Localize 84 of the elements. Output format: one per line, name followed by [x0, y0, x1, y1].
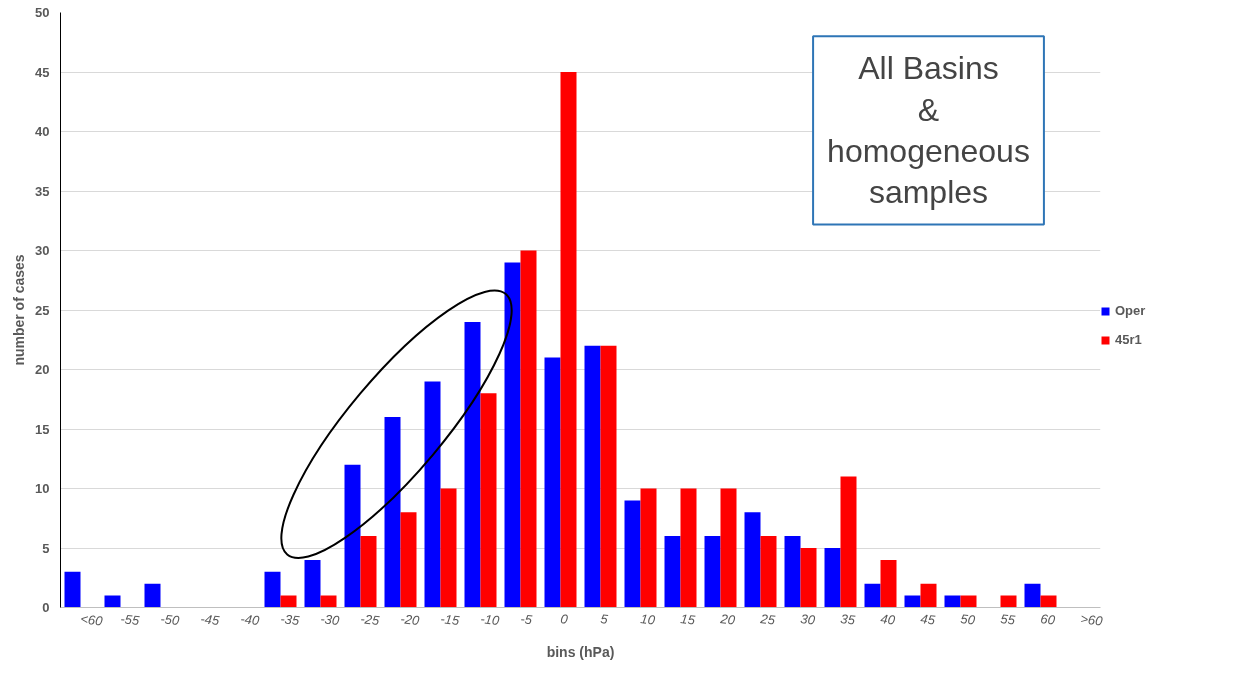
x-tick-label: -55 [119, 611, 141, 629]
x-tick-label: 45 [919, 611, 937, 628]
x-tick-label: 55 [999, 611, 1017, 628]
y-tick-label: 0 [42, 600, 50, 615]
x-tick-label: 30 [799, 611, 817, 628]
bar [744, 512, 761, 608]
bar [480, 393, 497, 608]
bar [784, 536, 801, 608]
bar [304, 559, 321, 608]
x-tick-label: 10 [639, 611, 657, 628]
bar [504, 262, 521, 608]
x-tick-label: -5 [519, 611, 534, 628]
bar [144, 583, 161, 608]
x-tick-label: 15 [679, 611, 697, 628]
bar [800, 548, 817, 608]
x-tick-label: >60 [1079, 611, 1105, 629]
bar [464, 321, 481, 608]
bar [544, 357, 561, 608]
y-tick-label: 50 [35, 5, 50, 20]
bar [264, 571, 281, 608]
bar [664, 536, 681, 608]
x-tick-label: -25 [359, 611, 381, 629]
bar [520, 250, 537, 608]
bar [824, 548, 841, 608]
legend-label: Oper [1115, 303, 1146, 318]
annotation: All Basins & homogeneous samples [827, 50, 1030, 211]
y-tick-label: 20 [35, 362, 50, 377]
bar [904, 595, 921, 608]
bar [280, 595, 297, 608]
x-tick-label: 40 [879, 611, 897, 628]
x-tick-label: 5 [599, 611, 610, 627]
bar [720, 488, 737, 608]
bar [400, 512, 417, 608]
bar [1040, 595, 1057, 608]
bar [104, 595, 121, 608]
y-axis-title: number of cases [11, 254, 28, 366]
bar [1024, 583, 1041, 608]
bar [640, 488, 657, 608]
x-tick-label: -10 [479, 611, 501, 629]
bar [424, 381, 441, 608]
x-tick-label: 35 [839, 611, 857, 628]
bar [960, 595, 977, 608]
y-tick-label: 45 [35, 64, 50, 80]
bar [1000, 595, 1017, 608]
y-tick-label: 40 [35, 124, 50, 139]
bar [440, 488, 457, 608]
bar [64, 571, 81, 608]
bar [344, 464, 361, 608]
x-tick-label: -30 [319, 611, 341, 629]
bar [600, 345, 617, 608]
bar [384, 417, 401, 608]
y-tick-label: 15 [35, 421, 50, 437]
y-tick-label: 35 [35, 183, 50, 199]
x-axis-title: bins (hPa) [546, 644, 615, 661]
x-tick-label: 50 [959, 611, 977, 628]
y-tick-label: 30 [35, 243, 50, 258]
bar [584, 345, 601, 608]
x-tick-label: -50 [159, 611, 181, 629]
bar [760, 536, 777, 608]
bar [624, 500, 641, 608]
bar [920, 583, 937, 608]
y-tick-label: 5 [42, 540, 50, 556]
bar [320, 595, 337, 608]
x-tick-label: 20 [718, 610, 737, 628]
y-tick-label: 10 [35, 481, 50, 496]
bar [360, 536, 377, 608]
bar [864, 583, 881, 608]
x-tick-label: -40 [239, 611, 261, 629]
x-tick-label: 0 [559, 611, 570, 627]
x-tick-label: -15 [439, 611, 461, 629]
legend-label: 45r1 [1115, 332, 1142, 347]
x-tick-label: 25 [758, 610, 777, 628]
bar [704, 536, 721, 608]
bar [944, 595, 961, 608]
bar [680, 488, 697, 608]
x-tick-label: 60 [1039, 611, 1057, 628]
bar [880, 559, 897, 608]
bar [560, 72, 577, 608]
x-tick-label: <60 [79, 611, 105, 629]
y-tick-label: 25 [35, 302, 50, 318]
x-tick-label: -35 [279, 611, 301, 629]
x-tick-label: -20 [399, 611, 421, 629]
x-tick-label: -45 [199, 611, 221, 629]
bar [840, 476, 857, 608]
